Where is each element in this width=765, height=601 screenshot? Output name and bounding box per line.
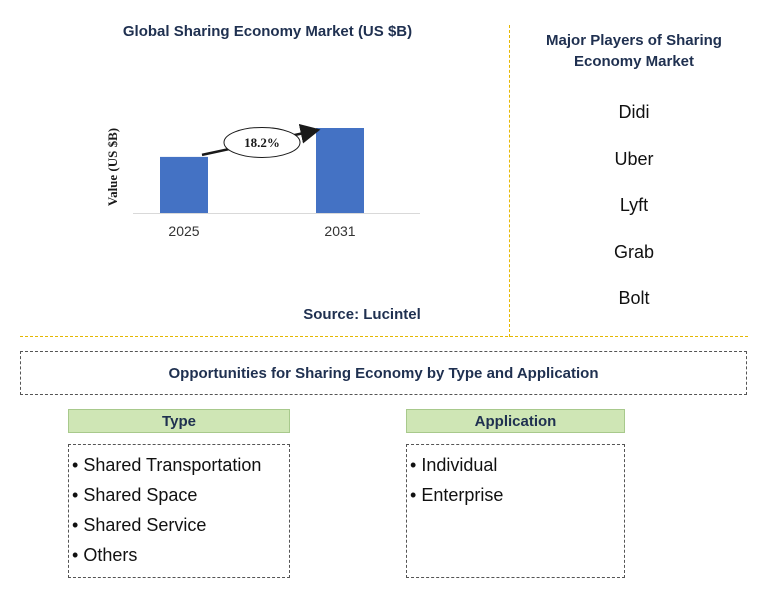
- type-header: Type: [68, 409, 290, 433]
- x-tick-label: 2031: [324, 223, 355, 239]
- application-item: Enterprise: [410, 480, 624, 510]
- player-item: Uber: [614, 148, 654, 169]
- type-list: Shared Transportation Shared Space Share…: [68, 444, 290, 578]
- source-label: Source: Lucintel: [303, 306, 421, 323]
- player-item: Lyft: [619, 195, 649, 215]
- horizontal-divider: [20, 336, 748, 337]
- players-list: Didi Uber Lyft Grab Bolt: [523, 98, 745, 331]
- y-axis-label: Value (US $B): [105, 128, 120, 206]
- application-list: Individual Enterprise: [406, 444, 625, 578]
- bar-2025: [160, 156, 208, 213]
- player-item: Bolt: [618, 288, 650, 308]
- type-item: Others: [72, 540, 289, 570]
- opportunities-title: Opportunities for Sharing Economy by Typ…: [20, 351, 747, 395]
- cagr-ellipse: [223, 126, 301, 158]
- bar-2031: [316, 128, 364, 213]
- application-item: Individual: [410, 450, 624, 480]
- x-tick-label: 2025: [168, 223, 199, 239]
- type-item: Shared Service: [72, 510, 289, 540]
- chart-title: Global Sharing Economy Market (US $B): [122, 23, 413, 40]
- type-item: Shared Space: [72, 480, 289, 510]
- cagr-label: 18.2%: [244, 135, 280, 150]
- vertical-divider: [509, 25, 510, 337]
- player-item: Grab: [613, 241, 655, 262]
- players-title: Major Players of Sharing Economy Market: [546, 32, 722, 70]
- player-item: Didi: [618, 102, 650, 122]
- application-header: Application: [406, 409, 625, 433]
- bar-chart: Value (US $B) 2025 2031 18.2%: [105, 123, 420, 239]
- type-item: Shared Transportation: [72, 450, 289, 480]
